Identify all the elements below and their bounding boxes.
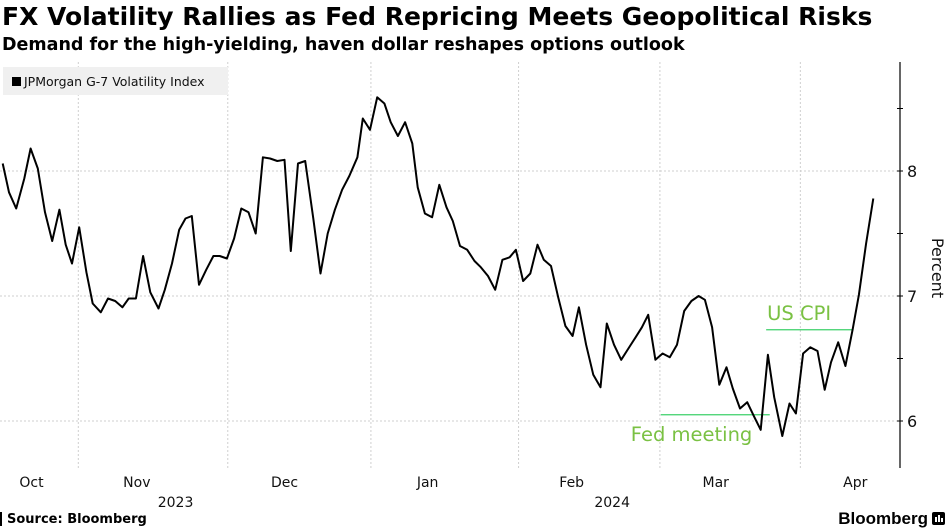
legend: JPMorgan G-7 Volatility Index [3,67,228,95]
y-tick-label: 8 [907,162,917,181]
x-tick-label: Feb [559,475,584,491]
chart-title: FX Volatility Rallies as Fed Repricing M… [2,2,873,31]
x-tick-label: Oct [19,475,44,491]
x-tick-label: Nov [123,475,150,491]
legend-label: JPMorgan G-7 Volatility Index [24,73,205,89]
x-tick-label: Dec [271,475,298,491]
y-tick-label: 6 [907,412,917,431]
gridlines [0,62,900,468]
series-line [1,96,875,437]
y-axis: 6 7 8 Percent [897,62,947,468]
annotation-label: Fed meeting [631,423,753,446]
source-note: Source: Bloomberg [7,512,147,527]
x-axis: Oct Nov Dec Jan Feb Mar Apr 2023 2024 [19,475,867,511]
series-layer [1,96,875,437]
y-axis-label: Percent [928,238,947,298]
brand-logo: Bloomberg [838,509,928,528]
x-tick-label: Apr [843,475,867,491]
annotation-label: US CPI [767,302,831,325]
x-tick-label: Mar [703,475,730,491]
x-tick-label: Jan [416,475,439,491]
chart-subtitle: Demand for the high-yielding, haven doll… [2,35,685,55]
x-year-label: 2023 [158,495,194,511]
legend-swatch-icon [12,76,21,86]
source-marker [0,512,2,526]
annotations: Fed meeting US CPI [631,302,854,446]
y-tick-label: 7 [907,287,917,306]
bloomberg-chart-icon [932,512,945,525]
x-year-label: 2024 [594,495,630,511]
